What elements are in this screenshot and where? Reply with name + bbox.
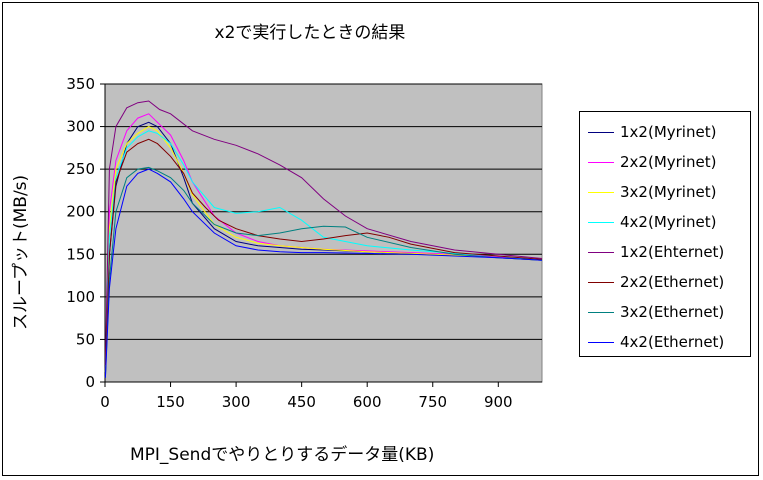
legend: 1x2(Myrinet) 2x2(Myrinet) 3x2(Myrinet) 4x2(… [579, 111, 751, 357]
series-line-4 [104, 130, 543, 372]
series-line-6 [104, 138, 543, 376]
y-tick-label: 0 [85, 373, 95, 391]
legend-label: 4x2(Myrinet) [620, 213, 717, 231]
y-tick-label: 50 [76, 330, 95, 348]
x-tick-label: 900 [484, 393, 513, 411]
y-tick-label: 100 [66, 288, 95, 306]
legend-swatch [588, 312, 614, 313]
legend-item: 3x2(Ethernet) [580, 302, 750, 322]
chart-title: x2で実行したときの結果 [214, 23, 406, 43]
series-line-7 [104, 166, 543, 378]
series-line-5 [104, 100, 543, 366]
series-line-8 [104, 168, 543, 378]
y-tick-label: 200 [66, 203, 95, 221]
x-tick-label: 0 [100, 393, 110, 411]
legend-item: 2x2(Ethernet) [580, 272, 750, 292]
x-axis-label: MPI_Sendでやりとりするデータ量(KB) [130, 445, 435, 465]
y-axis-label: スループット(MB/s) [11, 174, 31, 330]
legend-item: 4x2(Myrinet) [580, 212, 750, 232]
legend-swatch [588, 252, 614, 253]
y-tick-label: 150 [66, 245, 95, 263]
y-tick-label: 350 [66, 75, 95, 93]
legend-label: 2x2(Myrinet) [620, 153, 717, 171]
legend-swatch [588, 282, 614, 283]
legend-item: 1x2(Ehternet) [580, 242, 750, 262]
x-tick-label: 300 [222, 393, 251, 411]
legend-label: 4x2(Ethernet) [620, 333, 725, 351]
legend-label: 3x2(Myrinet) [620, 183, 717, 201]
legend-label: 1x2(Ehternet) [620, 243, 725, 261]
x-tick-label: 750 [418, 393, 447, 411]
x-tick-label: 450 [287, 393, 316, 411]
legend-swatch [588, 132, 614, 133]
y-tick-label: 250 [66, 160, 95, 178]
x-tick-label: 150 [156, 393, 185, 411]
legend-swatch [588, 222, 614, 223]
plot-area [104, 83, 543, 383]
y-tick-label: 300 [66, 118, 95, 136]
legend-label: 2x2(Ethernet) [620, 273, 725, 291]
legend-swatch [588, 192, 614, 193]
legend-label: 3x2(Ethernet) [620, 303, 725, 321]
legend-item: 1x2(Myrinet) [580, 122, 750, 142]
legend-item: 4x2(Ethernet) [580, 332, 750, 352]
legend-swatch [588, 162, 614, 163]
legend-swatch [588, 342, 614, 343]
legend-item: 2x2(Myrinet) [580, 152, 750, 172]
x-tick-label: 600 [353, 393, 382, 411]
legend-label: 1x2(Myrinet) [620, 123, 717, 141]
legend-item: 3x2(Myrinet) [580, 182, 750, 202]
